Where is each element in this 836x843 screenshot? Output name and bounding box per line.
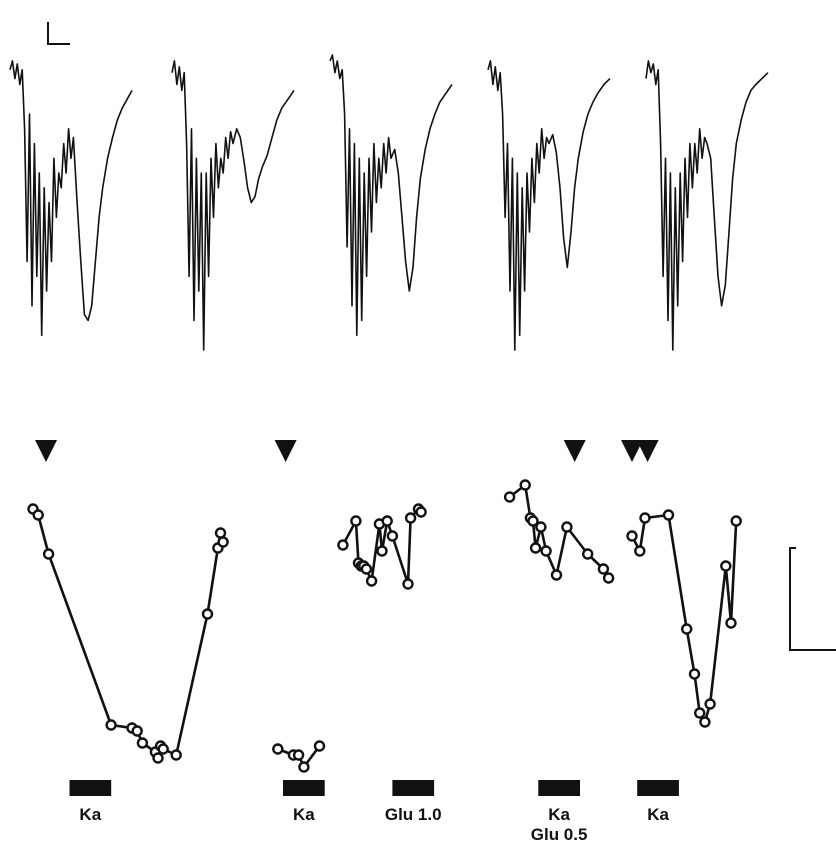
data-point — [131, 725, 143, 737]
data-point — [365, 575, 378, 587]
data-point — [725, 617, 737, 629]
calibration-mark-top — [47, 22, 70, 45]
stimulus-bar-2 — [283, 780, 325, 796]
current-trace-3 — [329, 54, 453, 337]
data-point — [170, 749, 182, 761]
data-point — [699, 716, 711, 728]
stimulus-label-3: Glu 1.0 — [385, 805, 442, 824]
stimulus-label-1: Ka — [79, 805, 101, 824]
data-point — [561, 521, 573, 533]
stimulus-marker-2 — [274, 440, 297, 462]
series-line-4 — [508, 483, 610, 580]
data-point — [694, 707, 706, 719]
current-trace-4 — [487, 60, 611, 351]
stimulus-bar-3 — [392, 780, 435, 796]
data-point — [272, 743, 284, 755]
data-point — [298, 761, 310, 773]
data-point — [704, 698, 716, 710]
data-point — [535, 521, 547, 533]
time-course-plot — [27, 479, 742, 773]
stimulus-label-4: Ka — [548, 805, 570, 824]
stimulus-marker-1 — [35, 440, 58, 462]
data-point — [550, 569, 563, 581]
current-trace-1 — [9, 60, 133, 337]
data-point — [105, 719, 117, 731]
data-point — [662, 509, 675, 521]
data-point — [386, 530, 399, 542]
data-point — [152, 752, 164, 764]
data-point — [688, 668, 701, 680]
data-point — [626, 530, 638, 542]
data-point — [730, 515, 742, 527]
current-trace-2 — [171, 60, 295, 351]
data-point — [681, 623, 693, 635]
stimulus-label-4-second: Glu 0.5 — [531, 825, 588, 843]
data-point — [639, 512, 651, 524]
data-point — [404, 512, 417, 524]
data-point — [527, 515, 539, 527]
stimulus-bar-1 — [69, 780, 112, 796]
stimulus-marker-3 — [563, 440, 586, 462]
stimulus-bar-5 — [637, 780, 679, 796]
data-point — [529, 542, 542, 554]
calibration-mark-bottom — [789, 547, 836, 651]
series-line-1 — [31, 507, 225, 760]
data-point — [540, 545, 552, 557]
data-point — [597, 563, 610, 575]
data-point — [201, 608, 214, 620]
data-point — [720, 560, 732, 572]
stimulus-marker-5 — [636, 440, 659, 462]
data-point — [376, 545, 388, 557]
data-point — [292, 749, 305, 761]
data-point — [634, 545, 646, 557]
data-point — [42, 548, 55, 560]
data-point — [337, 539, 349, 551]
data-point — [32, 509, 44, 521]
data-point — [217, 536, 229, 548]
stimulus-marker-4 — [621, 440, 644, 462]
data-point — [503, 491, 516, 503]
data-point — [582, 548, 594, 560]
data-point — [602, 572, 615, 584]
data-point — [350, 515, 362, 527]
trace-panel — [9, 54, 769, 351]
data-point — [157, 743, 169, 755]
data-point — [214, 527, 227, 539]
data-point — [136, 737, 149, 749]
marker-row — [35, 440, 659, 462]
data-point — [519, 479, 531, 491]
data-point — [360, 563, 373, 575]
data-point — [313, 740, 326, 752]
stimulus-label-2: Ka — [293, 805, 315, 824]
series-line-5 — [630, 513, 738, 724]
stimulus-bar-4 — [538, 780, 580, 796]
data-point — [402, 578, 414, 590]
stimulus-label-5: Ka — [647, 805, 669, 824]
data-point — [381, 515, 393, 527]
data-point — [415, 506, 427, 518]
current-trace-5 — [645, 60, 769, 351]
